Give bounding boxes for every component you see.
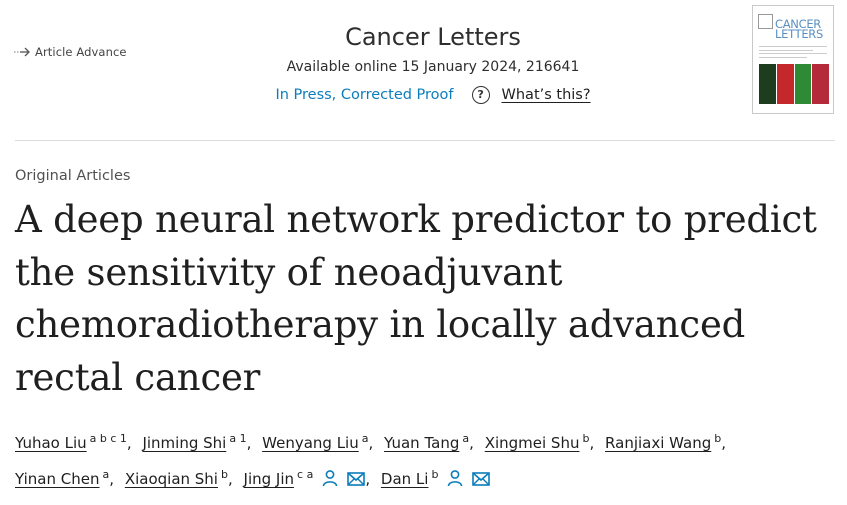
author-affiliation[interactable]: a b c 1 [89, 432, 127, 445]
article-section-label: Original Articles [15, 168, 131, 184]
author-affiliation[interactable]: a 1 [229, 432, 247, 445]
author-entry: Jinming Shi a 1, [142, 432, 252, 452]
author-entry: Dan Li b [380, 468, 491, 488]
author-entry: Jing Jin c a, [243, 468, 371, 488]
mail-icon[interactable] [347, 471, 366, 487]
author-name[interactable]: Yinan Chen [15, 470, 100, 488]
mail-icon[interactable] [472, 471, 491, 487]
author-affiliation[interactable]: c a [297, 468, 314, 481]
journal-cover-image[interactable]: CANCER LETTERS [752, 5, 834, 114]
author-entry: Xiaoqian Shi b, [124, 468, 233, 488]
author-affiliation[interactable]: a [102, 468, 110, 481]
journal-title[interactable]: Cancer Letters [345, 23, 521, 51]
author-name[interactable]: Ranjiaxi Wang [605, 434, 712, 452]
author-name[interactable]: Xingmei Shu [484, 434, 580, 452]
author-entry: Yinan Chen a, [15, 468, 115, 488]
author-list: Yuhao Liu a b c 1, Jinming Shi a 1, Wenyan… [15, 423, 835, 495]
publisher-logo-icon [758, 14, 773, 29]
cover-artwork [759, 64, 829, 104]
author-name[interactable]: Yuan Tang [384, 434, 460, 452]
author-name[interactable]: Jinming Shi [142, 434, 227, 452]
author-affiliation[interactable]: b [714, 432, 722, 445]
author-affiliation[interactable]: b [431, 468, 439, 481]
arrow-icon [14, 47, 30, 57]
author-entry: Ranjiaxi Wang b, [605, 432, 727, 452]
cover-text-lines [759, 46, 827, 60]
cover-title: CANCER LETTERS [775, 17, 823, 41]
author-affiliation[interactable]: a [462, 432, 470, 445]
author-name[interactable]: Xiaoqian Shi [124, 470, 218, 488]
author-name[interactable]: Dan Li [380, 470, 429, 488]
status-row: In Press, Corrected Proof ? What’s this? [225, 84, 641, 106]
header-divider [15, 140, 835, 141]
person-icon[interactable] [446, 469, 464, 487]
help-icon[interactable]: ? [471, 86, 490, 104]
whats-this-link[interactable]: What’s this? [501, 87, 591, 103]
author-affiliation[interactable]: a [361, 432, 369, 445]
author-affiliation[interactable]: b [220, 468, 228, 481]
article-title: A deep neural network predictor to predi… [15, 198, 817, 399]
author-name[interactable]: Wenyang Liu [262, 434, 359, 452]
person-icon[interactable] [321, 469, 339, 487]
author-name[interactable]: Yuhao Liu [15, 434, 87, 452]
author-name[interactable]: Jing Jin [243, 470, 295, 488]
author-entry: Yuhao Liu a b c 1, [15, 432, 132, 452]
author-entry: Xingmei Shu b, [484, 432, 595, 452]
author-affiliation[interactable]: b [582, 432, 590, 445]
journal-info: Cancer Letters Available online 15 Janua… [225, 20, 641, 106]
author-entry: Yuan Tang a, [384, 432, 474, 452]
badge-label: Article Advance [35, 45, 127, 59]
article-advance-badge[interactable]: Article Advance [14, 45, 127, 59]
author-entry: Wenyang Liu a, [262, 432, 374, 452]
availability-text: Available online 15 January 2024, 216641 [286, 59, 580, 75]
in-press-link[interactable]: In Press, Corrected Proof [275, 87, 454, 103]
article-header: Article Advance Cancer Letters Available… [0, 0, 847, 142]
